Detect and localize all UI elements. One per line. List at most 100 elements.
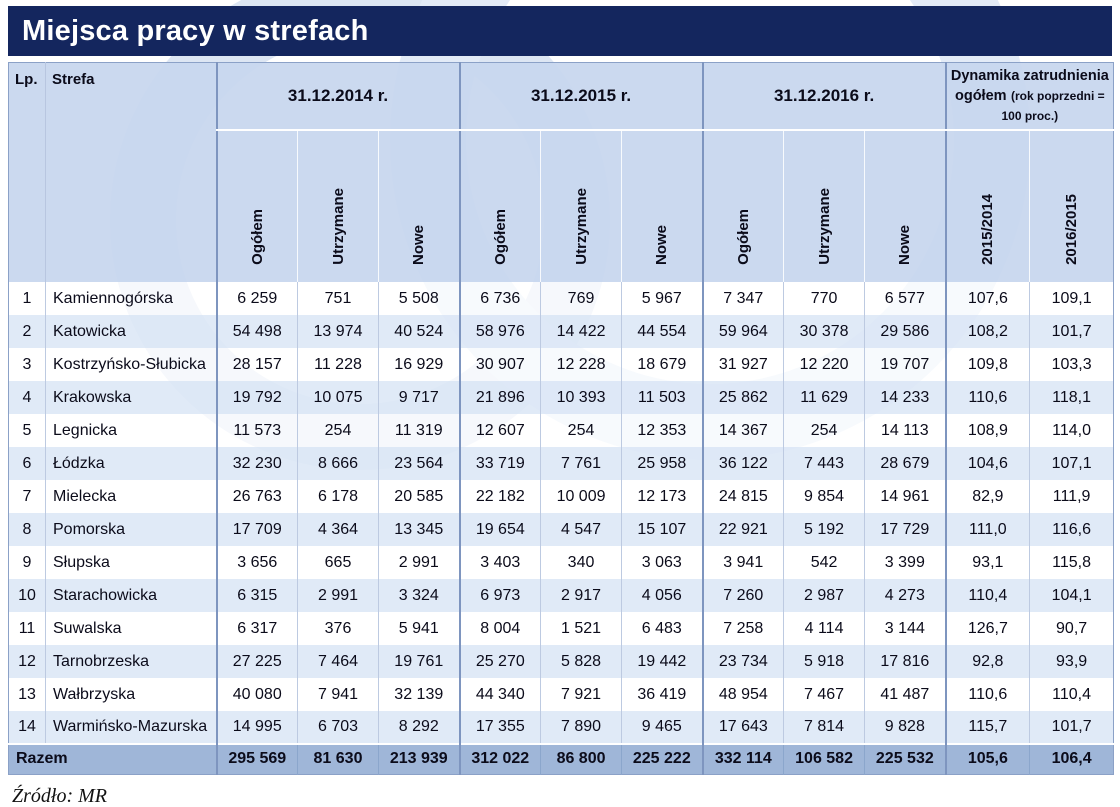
value-cell: 5 918 bbox=[783, 645, 865, 678]
value-cell: 7 761 bbox=[540, 447, 622, 480]
value-cell: 93,1 bbox=[944, 546, 1030, 579]
value-cell: 10 393 bbox=[540, 381, 622, 414]
header-row-groups: Lp. Strefa 31.12.2014 r. 31.12.2015 r. 3… bbox=[8, 62, 1114, 282]
value-cell: 108,2 bbox=[944, 315, 1030, 348]
value-cell: 6 703 bbox=[297, 711, 379, 744]
value-cell: 28 157 bbox=[215, 348, 298, 381]
value-cell: 90,7 bbox=[1029, 612, 1114, 645]
value-cell: 7 464 bbox=[297, 645, 379, 678]
col-group-2014: 31.12.2014 r. bbox=[215, 62, 460, 131]
value-cell: 93,9 bbox=[1029, 645, 1114, 678]
table-footer: Razem 295 569 81 630 213 939 312 022 86 … bbox=[8, 743, 1114, 774]
value-cell: 14 961 bbox=[864, 480, 946, 513]
value-cell: 6 973 bbox=[458, 579, 541, 612]
zone-name: Suwalska bbox=[45, 612, 217, 645]
value-cell: 340 bbox=[540, 546, 622, 579]
value-cell: 1 521 bbox=[540, 612, 622, 645]
value-cell: 3 144 bbox=[864, 612, 946, 645]
col-subheader-2015-2014: 2015/2014 bbox=[944, 130, 1030, 282]
rotated-label: Ogółem bbox=[248, 209, 266, 265]
total-value-cell: 105,6 bbox=[944, 743, 1030, 774]
value-cell: 18 679 bbox=[621, 348, 703, 381]
value-cell: 30 378 bbox=[783, 315, 865, 348]
value-cell: 7 258 bbox=[701, 612, 784, 645]
value-cell: 17 816 bbox=[864, 645, 946, 678]
value-cell: 110,4 bbox=[1029, 678, 1114, 711]
rotated-label: Utrzymane bbox=[572, 188, 590, 265]
rotated-label: Ogółem bbox=[491, 209, 509, 265]
value-cell: 3 063 bbox=[621, 546, 703, 579]
zone-name: Krakowska bbox=[45, 381, 217, 414]
value-cell: 28 679 bbox=[864, 447, 946, 480]
col-header-zone: Strefa bbox=[45, 62, 217, 282]
value-cell: 14 995 bbox=[215, 711, 298, 744]
value-cell: 92,8 bbox=[944, 645, 1030, 678]
value-cell: 40 524 bbox=[377, 315, 460, 348]
rotated-label: 2015/2014 bbox=[979, 194, 997, 265]
col-subheader-2015-ogolem: Ogółem bbox=[458, 130, 541, 282]
table-body: 1 Kamiennogórska 6 259 751 5 508 6 736 769 5 96… bbox=[8, 282, 1114, 744]
value-cell: 116,6 bbox=[1029, 513, 1114, 546]
value-cell: 107,1 bbox=[1029, 447, 1114, 480]
total-value-cell: 225 222 bbox=[621, 743, 703, 774]
value-cell: 30 907 bbox=[458, 348, 541, 381]
value-cell: 24 815 bbox=[701, 480, 784, 513]
row-lp: 8 bbox=[8, 513, 46, 546]
col-subheader-2015-nowe: Nowe bbox=[621, 130, 703, 282]
value-cell: 11 503 bbox=[621, 381, 703, 414]
value-cell: 19 654 bbox=[458, 513, 541, 546]
title-bar: Miejsca pracy w strefach bbox=[8, 6, 1112, 56]
value-cell: 58 976 bbox=[458, 315, 541, 348]
value-cell: 9 717 bbox=[377, 381, 460, 414]
table-row: 9 Słupska 3 656 665 2 991 3 403 340 3 063 3 941 5… bbox=[8, 546, 1114, 579]
value-cell: 109,8 bbox=[944, 348, 1030, 381]
value-cell: 23 734 bbox=[701, 645, 784, 678]
value-cell: 14 113 bbox=[864, 414, 946, 447]
value-cell: 7 814 bbox=[783, 711, 865, 744]
value-cell: 14 422 bbox=[540, 315, 622, 348]
value-cell: 12 173 bbox=[621, 480, 703, 513]
value-cell: 109,1 bbox=[1029, 282, 1114, 315]
row-lp: 11 bbox=[8, 612, 46, 645]
value-cell: 48 954 bbox=[701, 678, 784, 711]
value-cell: 5 828 bbox=[540, 645, 622, 678]
zone-name: Starachowicka bbox=[45, 579, 217, 612]
zone-name: Kostrzyńsko-Słubicka bbox=[45, 348, 217, 381]
value-cell: 9 465 bbox=[621, 711, 703, 744]
value-cell: 101,7 bbox=[1029, 711, 1114, 744]
value-cell: 10 009 bbox=[540, 480, 622, 513]
row-lp: 12 bbox=[8, 645, 46, 678]
value-cell: 8 666 bbox=[297, 447, 379, 480]
value-cell: 6 315 bbox=[215, 579, 298, 612]
value-cell: 11 228 bbox=[297, 348, 379, 381]
col-header-lp: Lp. bbox=[8, 62, 46, 282]
value-cell: 17 643 bbox=[701, 711, 784, 744]
rotated-label: Nowe bbox=[653, 224, 671, 265]
row-lp: 4 bbox=[8, 381, 46, 414]
value-cell: 126,7 bbox=[944, 612, 1030, 645]
table-row: 2 Katowicka 54 498 13 974 40 524 58 976 14 422… bbox=[8, 315, 1114, 348]
value-cell: 17 709 bbox=[215, 513, 298, 546]
rotated-label: Nowe bbox=[896, 224, 914, 265]
row-lp: 9 bbox=[8, 546, 46, 579]
value-cell: 25 862 bbox=[701, 381, 784, 414]
value-cell: 4 547 bbox=[540, 513, 622, 546]
value-cell: 110,6 bbox=[944, 381, 1030, 414]
value-cell: 14 367 bbox=[701, 414, 784, 447]
value-cell: 7 467 bbox=[783, 678, 865, 711]
value-cell: 15 107 bbox=[621, 513, 703, 546]
row-lp: 6 bbox=[8, 447, 46, 480]
value-cell: 19 761 bbox=[377, 645, 460, 678]
total-value-cell: 106 582 bbox=[783, 743, 865, 774]
value-cell: 8 004 bbox=[458, 612, 541, 645]
value-cell: 3 403 bbox=[458, 546, 541, 579]
row-lp: 10 bbox=[8, 579, 46, 612]
rotated-label: Ogółem bbox=[734, 209, 752, 265]
rotated-label: Nowe bbox=[410, 224, 428, 265]
value-cell: 3 399 bbox=[864, 546, 946, 579]
zone-name: Tarnobrzeska bbox=[45, 645, 217, 678]
value-cell: 114,0 bbox=[1029, 414, 1114, 447]
table-row: 11 Suwalska 6 317 376 5 941 8 004 1 521 6 483 7 … bbox=[8, 612, 1114, 645]
page-title: Miejsca pracy w strefach bbox=[22, 14, 369, 47]
